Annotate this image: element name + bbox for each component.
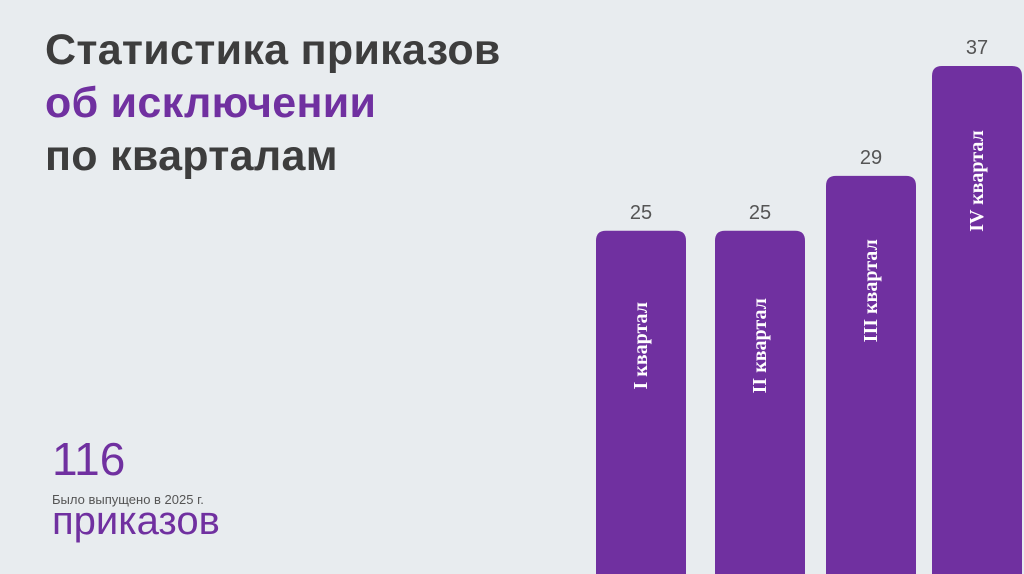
bar-q2 (715, 230, 805, 574)
value-label-q2: 25 (749, 202, 771, 224)
bar-q4 (932, 66, 1022, 574)
category-label-q2: II квартал (749, 298, 771, 393)
total-orders-unit: приказов (52, 499, 220, 543)
title-line-1: Статистика приказов (45, 26, 501, 74)
bars-layer: 25 I квартал 25 II квартал 29 III квартал 37 IV… (596, 37, 1022, 574)
category-label-q4: IV квартал (966, 130, 988, 232)
title-line-3: по кварталам (45, 132, 338, 180)
issued-note: Было выпущено в 2025 г. (52, 492, 204, 507)
value-label-q1: 25 (630, 202, 652, 224)
bar-q1 (596, 230, 686, 574)
page-title: Статистика приказов об исключении по ква… (45, 24, 501, 183)
bar-q3 (826, 175, 916, 574)
value-label-q4: 37 (966, 37, 988, 59)
value-label-q3: 29 (860, 147, 882, 169)
category-label-q3: III квартал (860, 239, 882, 342)
total-orders-count: 116 (52, 433, 126, 485)
title-line-2: об исключении (45, 79, 377, 127)
category-label-q1: I квартал (630, 302, 652, 389)
